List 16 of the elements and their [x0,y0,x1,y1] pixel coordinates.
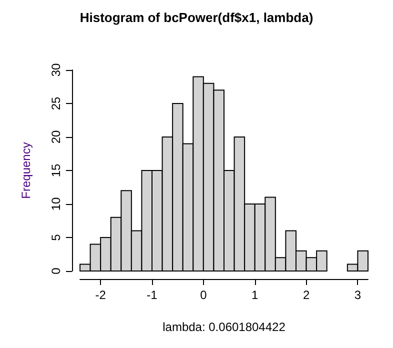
y-tick-label: 0 [49,267,63,274]
y-tick-label: 5 [49,234,63,241]
y-tick-label: 10 [49,197,63,211]
x-tick-label: 1 [252,288,259,302]
x-tick-label: 3 [354,288,362,302]
y-axis-title: Frequency [19,142,33,199]
chart-title: Histogram of bcPower(df$x1, lambda) [80,10,314,25]
x-axis-title: lambda: 0.0601804422 [162,320,286,334]
x-tick-label: 0 [200,288,208,302]
x-tick-label: 2 [302,288,310,302]
x-tick-label: -1 [146,288,158,302]
y-tick-label: 30 [49,63,63,77]
y-tick-label: 25 [49,96,63,110]
y-tick-label: 15 [49,164,63,178]
x-tick-label: -2 [95,288,106,302]
y-tick-label: 20 [49,130,63,144]
